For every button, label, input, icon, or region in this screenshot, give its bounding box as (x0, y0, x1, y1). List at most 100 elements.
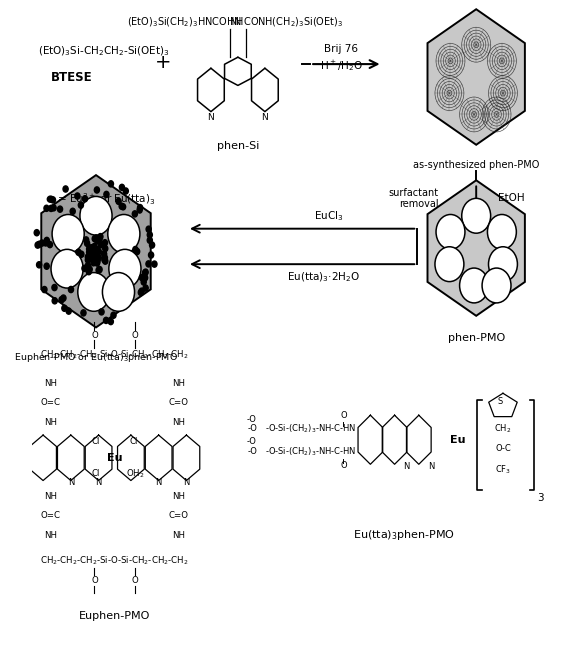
Circle shape (119, 184, 124, 191)
Text: -O: -O (247, 437, 256, 446)
Circle shape (149, 252, 154, 258)
Circle shape (36, 262, 42, 268)
Circle shape (147, 237, 152, 243)
Text: NH: NH (44, 418, 57, 427)
Circle shape (109, 249, 141, 288)
Circle shape (97, 236, 102, 242)
Circle shape (104, 191, 109, 197)
Circle shape (111, 312, 116, 318)
Circle shape (95, 260, 100, 266)
Circle shape (59, 297, 64, 303)
Circle shape (92, 257, 97, 264)
Text: NH: NH (173, 531, 185, 540)
Circle shape (103, 273, 135, 311)
Circle shape (42, 286, 47, 293)
Circle shape (51, 205, 56, 211)
Circle shape (51, 249, 83, 288)
Circle shape (97, 266, 102, 273)
Circle shape (89, 245, 94, 251)
Circle shape (133, 247, 138, 253)
Text: O=C: O=C (40, 512, 60, 520)
Polygon shape (428, 180, 525, 316)
Text: phen-Si: phen-Si (217, 141, 259, 150)
Text: O: O (91, 331, 98, 340)
Text: BTESE: BTESE (51, 70, 93, 83)
Circle shape (93, 235, 99, 241)
Circle shape (462, 199, 491, 233)
Circle shape (94, 248, 99, 255)
Circle shape (488, 247, 518, 282)
Circle shape (43, 240, 48, 246)
Text: NH: NH (44, 379, 57, 388)
Circle shape (86, 269, 91, 275)
Circle shape (139, 290, 144, 296)
Text: Eu: Eu (107, 453, 123, 463)
Circle shape (141, 279, 146, 285)
Circle shape (88, 254, 93, 260)
Circle shape (78, 202, 83, 208)
Circle shape (120, 204, 125, 210)
Circle shape (95, 249, 100, 256)
Text: Eu(tta)$_3$·2H$_2$O: Eu(tta)$_3$·2H$_2$O (287, 270, 360, 284)
Text: O=C: O=C (40, 398, 60, 408)
Circle shape (44, 205, 49, 212)
Text: O: O (340, 411, 347, 421)
Circle shape (94, 249, 99, 255)
Text: NH: NH (173, 418, 185, 427)
Text: CH$_2$: CH$_2$ (494, 422, 512, 435)
Circle shape (143, 269, 148, 275)
Circle shape (92, 236, 97, 242)
Text: (EtO)$_3$Si-CH$_2$CH$_2$-Si(OEt)$_3$: (EtO)$_3$Si-CH$_2$CH$_2$-Si(OEt)$_3$ (38, 44, 170, 58)
Text: -O: -O (247, 415, 256, 424)
Circle shape (108, 181, 113, 187)
Text: -O-Si-(CH$_2$)$_3$-NH-C-HN: -O-Si-(CH$_2$)$_3$-NH-C-HN (264, 445, 356, 458)
Circle shape (91, 246, 96, 253)
Circle shape (152, 261, 157, 267)
Circle shape (436, 214, 465, 249)
Circle shape (61, 295, 66, 301)
Circle shape (95, 238, 100, 244)
Circle shape (119, 203, 124, 210)
Text: NH: NH (44, 531, 57, 540)
Polygon shape (41, 175, 150, 327)
Circle shape (142, 270, 148, 276)
Text: CF$_3$: CF$_3$ (495, 463, 511, 476)
Circle shape (34, 230, 39, 236)
Circle shape (92, 243, 97, 249)
Circle shape (91, 247, 96, 254)
Text: N: N (428, 462, 434, 471)
Circle shape (92, 250, 97, 256)
Text: N: N (183, 478, 190, 488)
Text: OH$_2$: OH$_2$ (126, 467, 144, 480)
Text: N: N (262, 113, 268, 122)
Circle shape (83, 196, 88, 202)
Circle shape (146, 261, 151, 267)
Polygon shape (428, 9, 525, 145)
Circle shape (35, 242, 40, 248)
Text: N: N (156, 478, 162, 488)
Circle shape (95, 247, 100, 253)
Circle shape (81, 310, 86, 316)
Circle shape (63, 186, 68, 192)
Circle shape (78, 273, 110, 311)
Circle shape (132, 211, 137, 217)
Circle shape (68, 286, 74, 292)
Circle shape (103, 255, 108, 261)
Text: as-synthesized phen-PMO: as-synthesized phen-PMO (413, 159, 539, 170)
Circle shape (104, 317, 109, 324)
Circle shape (52, 284, 57, 290)
Circle shape (47, 242, 52, 247)
Circle shape (142, 275, 148, 281)
Circle shape (66, 308, 71, 314)
Circle shape (96, 248, 101, 255)
Text: C=O: C=O (169, 512, 189, 520)
Text: +: + (154, 53, 171, 72)
Text: O: O (132, 331, 139, 340)
Circle shape (103, 245, 108, 252)
Text: Cl: Cl (92, 469, 100, 478)
Circle shape (123, 188, 128, 194)
Text: C=O: C=O (169, 398, 189, 408)
Text: Eu(tta)$_3$phen-PMO: Eu(tta)$_3$phen-PMO (353, 528, 455, 542)
Text: Euphen-PMO or Eu(tta)$_3$phen-PMO: Euphen-PMO or Eu(tta)$_3$phen-PMO (14, 352, 178, 365)
Circle shape (146, 226, 151, 232)
